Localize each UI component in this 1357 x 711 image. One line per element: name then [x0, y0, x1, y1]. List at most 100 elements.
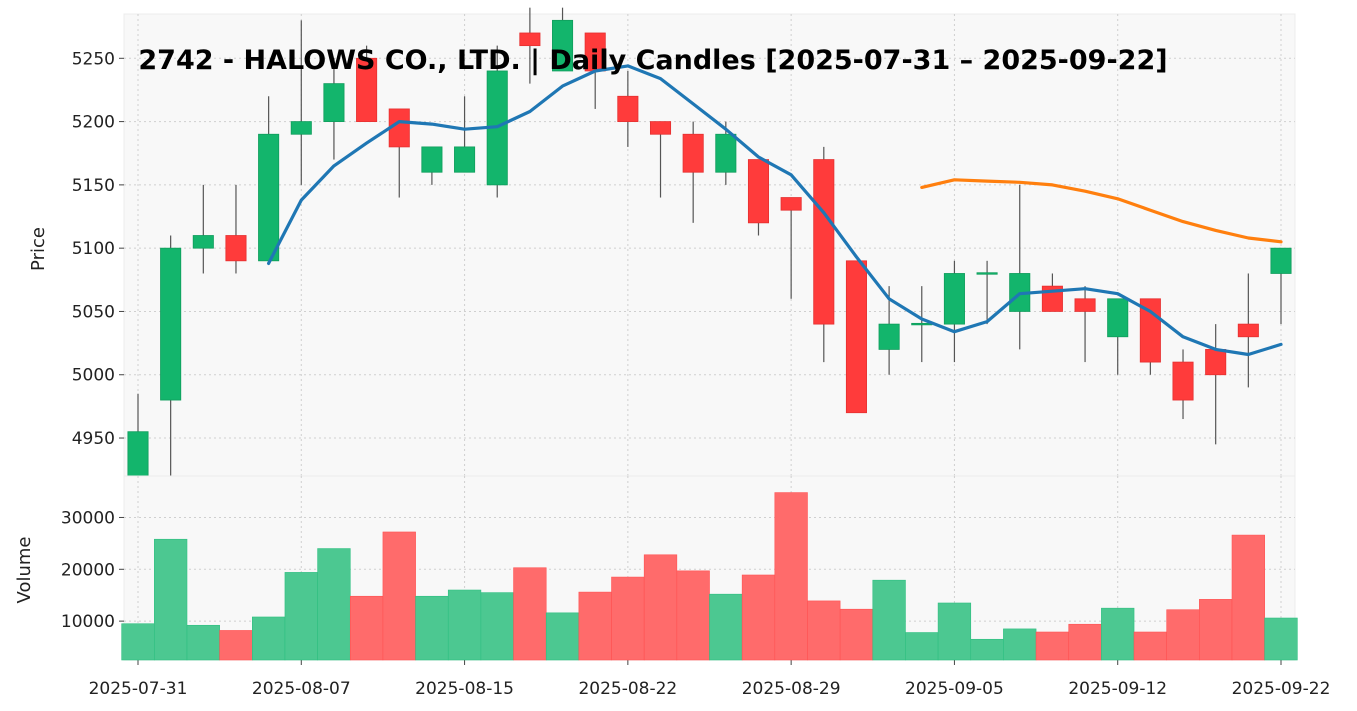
volume-bar	[1231, 534, 1265, 661]
candle	[290, 20, 312, 185]
candle-body	[552, 19, 574, 72]
volume-bar	[121, 623, 155, 661]
price-panel: 4950 5000 5050 5100 5150 5200 5250	[72, 7, 1296, 477]
candle-body	[258, 133, 280, 262]
candle-body	[127, 431, 149, 477]
x-tick-label: 2025-07-31	[89, 679, 188, 699]
candle	[356, 45, 378, 122]
candle	[715, 121, 737, 185]
chart-title: 2742 - HALOWS CO., LTD. | Daily Candles …	[138, 45, 1167, 76]
candle	[519, 7, 541, 84]
candle	[780, 197, 802, 299]
volume-bar	[970, 638, 1004, 661]
volume-bar	[774, 492, 808, 661]
candle-body	[911, 322, 933, 326]
volume-bar	[1101, 607, 1135, 661]
candle	[225, 184, 247, 274]
price-y-tick-label: 5100	[72, 239, 115, 259]
volume-bar	[219, 630, 253, 661]
x-tick-label: 2025-08-29	[742, 679, 841, 699]
x-tick-label: 2025-09-12	[1068, 679, 1167, 699]
volume-bar	[1166, 609, 1200, 661]
volume-bar	[480, 592, 514, 661]
price-y-tick-label: 5050	[72, 302, 115, 322]
candle-body	[1172, 361, 1194, 401]
price-y-tick-label: 5000	[72, 366, 115, 386]
volume-bar	[513, 567, 547, 661]
volume-bar	[252, 616, 286, 661]
candle-body	[192, 235, 214, 249]
volume-bar	[1068, 623, 1102, 661]
candle	[1237, 273, 1259, 388]
candle-body	[943, 273, 965, 325]
candle-body	[1205, 349, 1227, 376]
candle-body	[160, 247, 182, 401]
volume-y-tick-label: 20000	[61, 560, 115, 580]
candle-body	[1107, 298, 1129, 338]
candle-body	[1237, 323, 1259, 338]
volume-bar	[284, 572, 318, 661]
candle	[1205, 324, 1227, 445]
candle-body	[225, 235, 247, 262]
ma-short-line	[267, 64, 1283, 357]
x-tick-label: 2025-08-15	[415, 679, 514, 699]
candle	[258, 96, 280, 262]
price-y-tick-label: 5250	[72, 49, 115, 69]
volume-bar	[1264, 617, 1298, 661]
candle	[1172, 349, 1194, 420]
candle-body	[356, 57, 378, 122]
candle	[323, 58, 345, 160]
candle-body	[715, 133, 737, 173]
candle-body	[976, 272, 998, 275]
volume-bar	[676, 570, 710, 661]
candle-body	[454, 146, 476, 173]
price-axis-title: Price	[28, 227, 49, 271]
volume-bar	[839, 608, 874, 661]
candle-body	[1270, 247, 1292, 274]
volume-panel: 2025-07-31 2025-08-07 2025-08-15 2025-08-22…	[61, 475, 1330, 699]
candle	[1107, 298, 1129, 375]
candle	[878, 286, 900, 375]
candle-body	[290, 121, 312, 135]
candle	[976, 260, 998, 325]
candle	[1270, 247, 1292, 325]
ma-long-line	[920, 178, 1283, 244]
candle	[617, 70, 639, 147]
candle-body	[421, 146, 443, 173]
volume-bar	[709, 593, 743, 661]
candle	[1074, 286, 1096, 363]
volume-bar	[447, 589, 482, 661]
volume-bar	[1035, 631, 1070, 661]
candle	[813, 146, 835, 363]
volume-bar	[643, 554, 678, 661]
candle	[388, 108, 410, 198]
candle	[552, 7, 574, 72]
candle-body	[878, 323, 900, 350]
price-panel-background	[123, 13, 1296, 477]
candle	[192, 184, 214, 274]
volume-y-tick-label: 30000	[61, 508, 115, 528]
volume-bar	[937, 602, 972, 661]
volume-bar	[415, 595, 449, 661]
candle-body	[682, 133, 704, 173]
candle	[421, 146, 443, 185]
x-tick-label: 2025-08-07	[252, 679, 351, 699]
volume-axis-title: Volume	[14, 537, 35, 604]
candle	[682, 121, 704, 223]
candle	[845, 260, 867, 414]
volume-bar	[545, 612, 580, 661]
x-tick-label: 2025-08-22	[578, 679, 677, 699]
volume-bar	[905, 632, 939, 661]
candle	[747, 159, 770, 236]
volume-bar	[1003, 628, 1037, 661]
x-tick-label: 2025-09-05	[905, 679, 1004, 699]
candle-body	[649, 121, 672, 135]
volume-y-tick-label: 10000	[61, 612, 115, 632]
volume-bar	[1199, 599, 1233, 661]
price-y-tick-label: 5150	[72, 176, 115, 196]
volume-bar	[349, 595, 384, 661]
candle-body	[747, 159, 770, 224]
volume-bar	[382, 531, 416, 661]
volume-bar	[186, 624, 220, 661]
